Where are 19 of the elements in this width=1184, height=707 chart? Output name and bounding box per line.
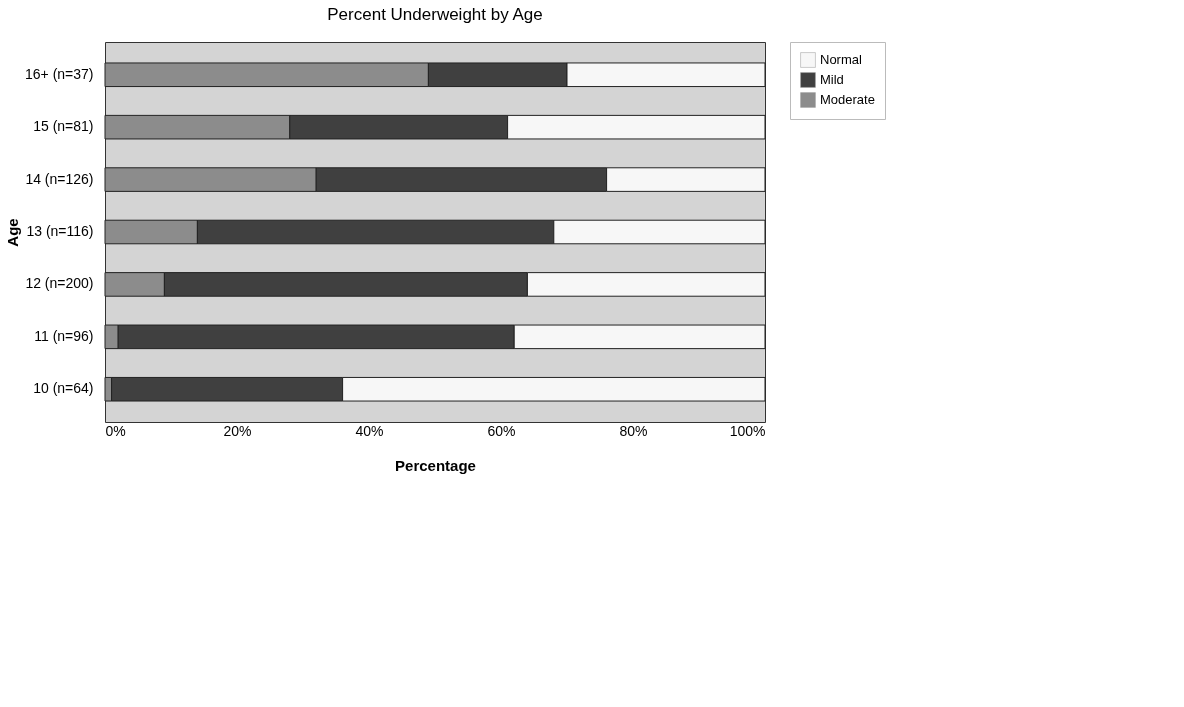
x-tick-label: 80%: [619, 422, 648, 439]
x-axis-title: Percentage: [395, 456, 476, 474]
y-tick-label: 12 (n=200): [25, 275, 94, 292]
y-tick-label: 14 (n=126): [25, 170, 94, 187]
legend-label: Mild: [820, 72, 844, 87]
x-tick-label: 20%: [223, 422, 252, 439]
x-tick-label: 60%: [487, 422, 516, 439]
y-tick-label: 11 (n=96): [34, 327, 94, 344]
legend-label: Normal: [820, 52, 863, 67]
x-tick-label: 0%: [105, 422, 126, 439]
y-tick-label: 16+ (n=37): [25, 65, 94, 82]
legend-label: Moderate: [820, 92, 875, 107]
x-tick-label: 40%: [355, 422, 384, 439]
y-axis-title: Age: [4, 218, 21, 247]
y-tick-label: 15 (n=81): [33, 118, 94, 135]
x-tick-label: 100%: [729, 422, 766, 439]
chart-title: Percent Underweight by Age: [327, 4, 543, 24]
y-tick-label: 10 (n=64): [33, 380, 94, 397]
y-tick-label: 13 (n=116): [26, 223, 94, 239]
